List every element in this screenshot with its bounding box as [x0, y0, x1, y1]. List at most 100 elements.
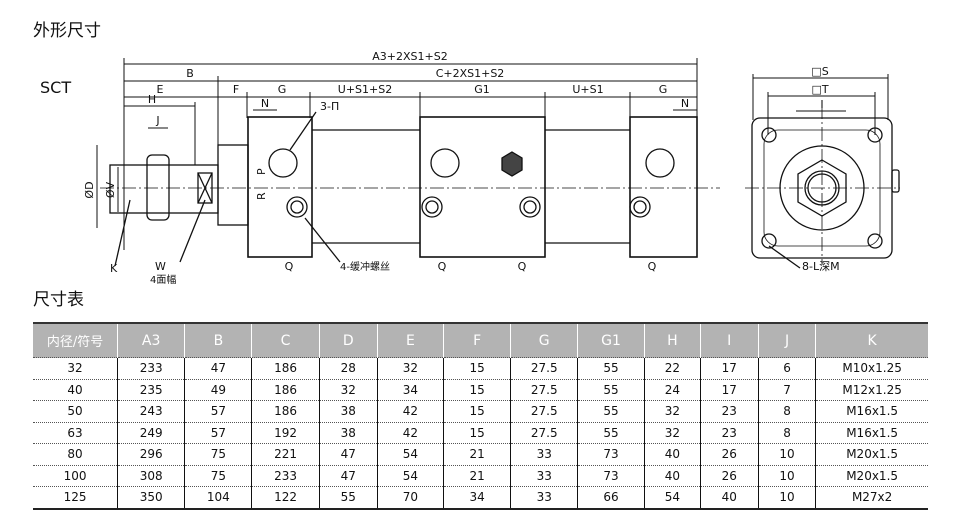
table-cell: M16x1.5 — [815, 400, 928, 422]
dim-d: ØD — [83, 181, 96, 198]
table-cell: 38 — [318, 400, 378, 422]
table-cell: 50 — [33, 400, 118, 422]
table-cell: 55 — [576, 421, 645, 444]
dim-g-right: G — [659, 83, 668, 96]
table-row: 125 350 104 122 55 70 34 33 66 54 40 10 M27x2 — [33, 486, 928, 510]
table-cell: 10 — [757, 443, 816, 465]
table-cell: 249 — [117, 421, 185, 444]
dimension-labels: A3+2XS1+S2 B C+2XS1+S2 E F G U+S1+S2 G1 … — [83, 50, 840, 286]
column-header: I — [699, 322, 759, 358]
table-cell: 28 — [318, 357, 378, 379]
cylinder-end-view — [745, 105, 900, 269]
dim-h: H — [148, 93, 156, 106]
table-cell: 32 — [318, 378, 378, 401]
table-cell: 27.5 — [510, 400, 578, 422]
table-cell: 33 — [510, 464, 578, 487]
column-header: J — [757, 322, 816, 358]
table-cell: 70 — [376, 486, 444, 510]
table-cell: 66 — [576, 486, 645, 510]
table-row: 63 249 57 192 38 42 15 27.5 55 32 23 8 M16x1.5 — [33, 421, 928, 444]
table-cell: 21 — [442, 464, 511, 487]
table-cell: 49 — [184, 378, 252, 401]
table-cell: 34 — [376, 378, 444, 401]
technical-drawing: A3+2XS1+S2 B C+2XS1+S2 E F G U+S1+S2 G1 … — [83, 50, 900, 286]
table-cell: 27.5 — [510, 421, 578, 444]
outline-heading: 外形尺寸 — [33, 21, 101, 41]
table-cell: M12x1.25 — [815, 378, 928, 401]
table-cell: 38 — [318, 421, 378, 444]
table-header-row: 内径/符号 A3 B C D E F G G1 H I J K — [33, 322, 928, 358]
table-cell: 55 — [576, 357, 645, 379]
table-cell: 40 — [699, 486, 759, 510]
table-cell: 47 — [184, 357, 252, 379]
dim-k: K — [110, 262, 118, 275]
cylinder-side-view — [100, 111, 720, 267]
table-cell: 32 — [644, 400, 701, 422]
table-cell: 27.5 — [510, 357, 578, 379]
table-cell: 15 — [442, 400, 511, 422]
column-header: E — [376, 322, 444, 358]
table-cell: 8 — [757, 400, 816, 422]
dim-q: Q — [285, 260, 294, 273]
table-cell: 47 — [318, 443, 378, 465]
dim-bolt: 8-L深M — [802, 260, 840, 273]
table-cell: 73 — [576, 464, 645, 487]
table-row: 32 233 47 186 28 32 15 27.5 55 22 17 6 M10x1.25 — [33, 357, 928, 379]
table-cell: 6 — [757, 357, 816, 379]
column-header: A3 — [117, 322, 185, 358]
table-cell: 186 — [251, 378, 320, 401]
table-cell: 350 — [117, 486, 185, 510]
table-cell: 42 — [376, 400, 444, 422]
table-cell: 55 — [576, 400, 645, 422]
table-cell: 243 — [117, 400, 185, 422]
table-cell: 75 — [184, 443, 252, 465]
column-header: G1 — [576, 322, 645, 358]
table-cell: 21 — [442, 443, 511, 465]
dimension-table: 内径/符号 A3 B C D E F G G1 H I J K 32 233 47 186 28 32 15 27.5… — [33, 322, 928, 510]
table-cell: 57 — [184, 421, 252, 444]
table-row: 100 308 75 233 47 54 21 33 73 40 26 10 M20x1.5 — [33, 464, 928, 487]
table-cell: 233 — [117, 357, 185, 379]
table-cell: 27.5 — [510, 378, 578, 401]
dim-g1: G1 — [474, 83, 490, 96]
dim-t: □T — [811, 83, 828, 96]
dim-c: C+2XS1+S2 — [436, 67, 505, 80]
dim-f: F — [233, 83, 239, 96]
table-cell: 55 — [318, 486, 378, 510]
table-cell: 47 — [318, 464, 378, 487]
table-heading: 尺寸表 — [33, 290, 84, 310]
model-label: SCT — [40, 78, 72, 97]
dim-b: B — [186, 67, 194, 80]
table-cell: 15 — [442, 378, 511, 401]
table-cell: 40 — [644, 464, 701, 487]
table-cell: 57 — [184, 400, 252, 422]
table-cell: 10 — [757, 464, 816, 487]
column-header: B — [184, 322, 252, 358]
table-cell: 308 — [117, 464, 185, 487]
table-cell: 75 — [184, 464, 252, 487]
table-cell: 42 — [376, 421, 444, 444]
table-cell: 17 — [699, 378, 759, 401]
table-cell: 10 — [757, 486, 816, 510]
column-header: C — [251, 322, 320, 358]
table-cell: 32 — [644, 421, 701, 444]
table-cell: 63 — [33, 421, 118, 444]
table-cell: 8 — [757, 421, 816, 444]
table-cell: 233 — [251, 464, 320, 487]
table-cell: 32 — [376, 357, 444, 379]
table-cell: M16x1.5 — [815, 421, 928, 444]
table-cell: 221 — [251, 443, 320, 465]
table-cell: 15 — [442, 421, 511, 444]
column-header: K — [815, 322, 928, 358]
table-cell: M20x1.5 — [815, 464, 928, 487]
column-header: G — [510, 322, 578, 358]
column-header: H — [644, 322, 701, 358]
column-header: D — [318, 322, 378, 358]
table-cell: 125 — [33, 486, 118, 510]
table-cell: 15 — [442, 357, 511, 379]
table-cell: 80 — [33, 443, 118, 465]
dim-q: Q — [648, 260, 657, 273]
table-cell: 122 — [251, 486, 320, 510]
column-header: F — [442, 322, 511, 358]
